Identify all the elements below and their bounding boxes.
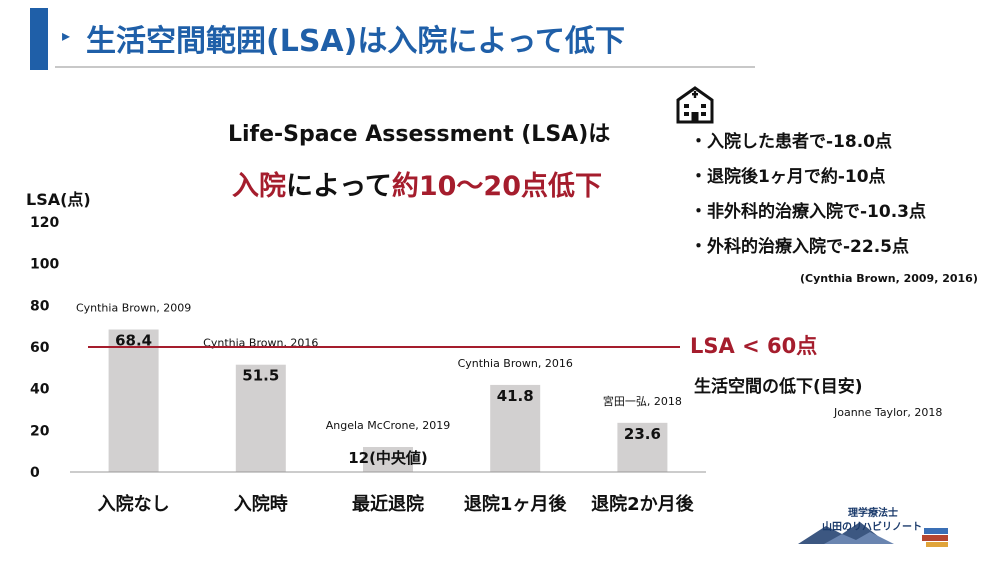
y-tick-label: 120: [30, 215, 59, 231]
headline-connector: によって: [286, 171, 392, 202]
bar: [108, 329, 159, 472]
list-item: ・非外科的治療入院で-10.3点: [690, 202, 926, 222]
y-axis-label: LSA(点): [26, 190, 91, 209]
brand-logo: [798, 498, 958, 550]
reference-citation: Joanne Taylor, 2018: [834, 406, 943, 419]
headline-line1: Life-Space Assessment (LSA)は: [228, 122, 611, 147]
list-item: ・外科的治療入院で-22.5点: [690, 237, 909, 257]
category-label: 最近退院: [352, 493, 424, 515]
hospital-icon: [674, 84, 716, 128]
y-tick-label: 20: [30, 423, 50, 439]
bar-source-label: Angela McCrone, 2019: [326, 419, 451, 432]
stats-citation: (Cynthia Brown, 2009, 2016): [800, 272, 978, 285]
bar-value-label: 12(中央値): [348, 449, 428, 467]
bar: [490, 384, 541, 472]
reference-sublabel: 生活空間の低下(目安): [694, 377, 863, 397]
logo-text-line2: 山田のリハビリノート: [822, 522, 922, 533]
y-tick-label: 40: [30, 382, 50, 398]
bar-source-label: Cynthia Brown, 2016: [458, 357, 573, 370]
bar: [235, 364, 286, 472]
category-label: 入院時: [234, 493, 288, 515]
bar: [363, 447, 413, 472]
y-tick-label: 0: [30, 465, 40, 481]
category-label: 入院なし: [98, 493, 170, 515]
logo-text-line1: 理学療法士: [848, 508, 898, 519]
headline-emphasis-1: 入院: [232, 171, 286, 202]
stats-list: ・入院した患者で-18.0点 ・退院後1ヶ月で約-10点 ・非外科的治療入院で-…: [690, 127, 926, 267]
title-accent-bar: [30, 8, 48, 70]
list-item: ・入院した患者で-18.0点: [690, 132, 892, 152]
y-tick-label: 80: [30, 298, 50, 314]
bar-source-label: 宮田一弘, 2018: [603, 394, 682, 408]
bar-source-label: Cynthia Brown, 2009: [76, 302, 191, 315]
title-arrow-icon: ▸: [62, 26, 71, 45]
headline-emphasis-2: 約10〜20点低下: [391, 171, 602, 202]
bar-value-label: 41.8: [497, 387, 534, 405]
bar-value-label: 68.4: [115, 332, 152, 350]
bar: [617, 422, 668, 472]
reference-label: LSA < 60点: [690, 334, 818, 358]
y-tick-label: 60: [30, 340, 50, 356]
list-item: ・退院後1ヶ月で約-10点: [690, 167, 886, 187]
bar-value-label: 51.5: [242, 367, 279, 385]
bar-value-label: 23.6: [624, 425, 661, 443]
category-label: 退院1ヶ月後: [464, 493, 568, 515]
headline-line2: 入院によって約10〜20点低下: [232, 164, 602, 203]
title-underline: [55, 66, 755, 68]
y-tick-label: 100: [30, 257, 59, 273]
category-label: 退院2か月後: [591, 493, 695, 515]
page-title: 生活空間範囲(LSA)は入院によって低下: [86, 24, 625, 59]
